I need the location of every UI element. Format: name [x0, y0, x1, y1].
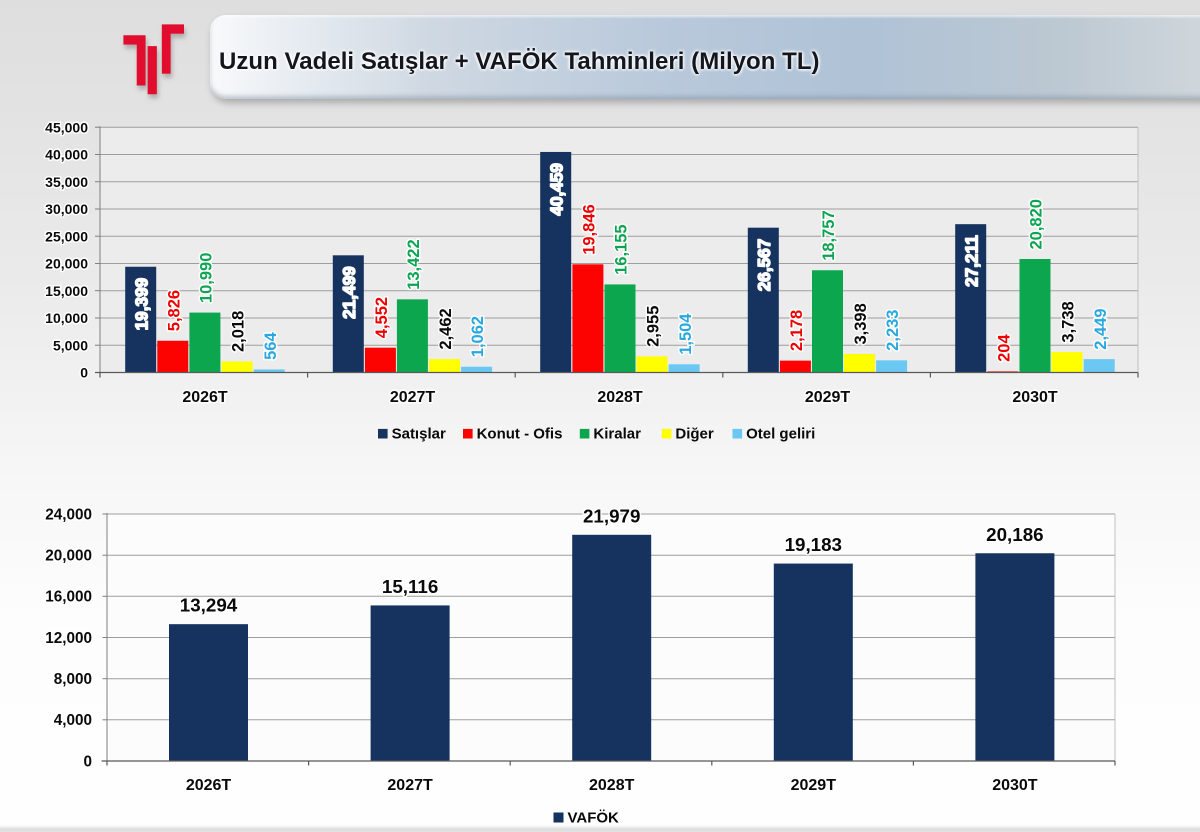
svg-text:2030T: 2030T [1012, 389, 1058, 406]
svg-text:Otel geliri: Otel geliri [746, 425, 815, 442]
svg-text:10,990: 10,990 [198, 253, 216, 303]
svg-text:Diğer: Diğer [675, 425, 714, 442]
svg-text:20,820: 20,820 [1028, 199, 1046, 249]
svg-text:0: 0 [83, 753, 92, 770]
svg-text:Konut - Ofis: Konut - Ofis [477, 425, 563, 442]
svg-text:27,211: 27,211 [961, 235, 981, 287]
svg-text:21,499: 21,499 [339, 266, 359, 319]
svg-text:2,449: 2,449 [1092, 308, 1110, 349]
svg-text:13,422: 13,422 [405, 239, 423, 289]
svg-text:5,000: 5,000 [53, 337, 88, 353]
svg-text:3,738: 3,738 [1060, 301, 1078, 342]
svg-text:2028T: 2028T [589, 777, 635, 794]
svg-text:35,000: 35,000 [45, 174, 88, 190]
svg-text:204: 204 [996, 334, 1014, 362]
svg-text:13,294: 13,294 [180, 595, 238, 616]
svg-text:2,955: 2,955 [645, 306, 663, 347]
svg-text:3,398: 3,398 [852, 303, 870, 344]
svg-text:20,000: 20,000 [45, 548, 92, 565]
svg-text:40,000: 40,000 [45, 147, 88, 163]
svg-text:24,000: 24,000 [45, 506, 92, 523]
svg-text:8,000: 8,000 [54, 671, 92, 688]
svg-text:2029T: 2029T [791, 777, 837, 794]
svg-text:Satışlar: Satışlar [392, 425, 446, 442]
svg-text:564: 564 [262, 332, 280, 360]
svg-text:2027T: 2027T [387, 777, 433, 794]
svg-text:1,062: 1,062 [469, 316, 487, 357]
svg-text:2026T: 2026T [186, 777, 232, 794]
svg-text:4,552: 4,552 [373, 297, 391, 338]
svg-text:2,233: 2,233 [884, 310, 902, 351]
svg-text:2,462: 2,462 [437, 308, 455, 349]
svg-text:10,000: 10,000 [45, 310, 88, 326]
svg-text:2,018: 2,018 [230, 311, 248, 352]
svg-text:21,979: 21,979 [583, 505, 640, 526]
svg-text:20,000: 20,000 [45, 256, 88, 272]
svg-text:40,459: 40,459 [546, 163, 566, 216]
svg-text:2026T: 2026T [182, 389, 228, 406]
svg-text:18,757: 18,757 [820, 210, 838, 260]
svg-text:15,116: 15,116 [382, 576, 438, 597]
svg-text:2028T: 2028T [597, 389, 643, 406]
svg-text:19,183: 19,183 [785, 534, 842, 555]
svg-text:26,567: 26,567 [754, 239, 774, 292]
svg-text:2027T: 2027T [390, 389, 436, 406]
svg-text:VAFÖK: VAFÖK [568, 809, 620, 826]
svg-text:2029T: 2029T [805, 389, 851, 406]
svg-text:19,846: 19,846 [581, 204, 599, 254]
svg-text:16,155: 16,155 [613, 224, 631, 274]
svg-text:0: 0 [80, 365, 88, 381]
svg-text:12,000: 12,000 [45, 630, 92, 647]
svg-text:2030T: 2030T [992, 777, 1038, 794]
svg-text:1,504: 1,504 [677, 313, 695, 355]
svg-text:20,186: 20,186 [986, 524, 1043, 545]
svg-text:45,000: 45,000 [45, 119, 88, 135]
svg-text:4,000: 4,000 [54, 712, 92, 729]
svg-text:Kiralar: Kiralar [593, 425, 641, 442]
svg-text:5,826: 5,826 [165, 290, 183, 331]
svg-text:2,178: 2,178 [788, 310, 806, 351]
svg-text:19,399: 19,399 [131, 278, 151, 331]
svg-text:15,000: 15,000 [45, 283, 88, 299]
svg-text:25,000: 25,000 [45, 228, 88, 244]
svg-text:30,000: 30,000 [45, 201, 88, 217]
svg-text:16,000: 16,000 [45, 589, 92, 606]
